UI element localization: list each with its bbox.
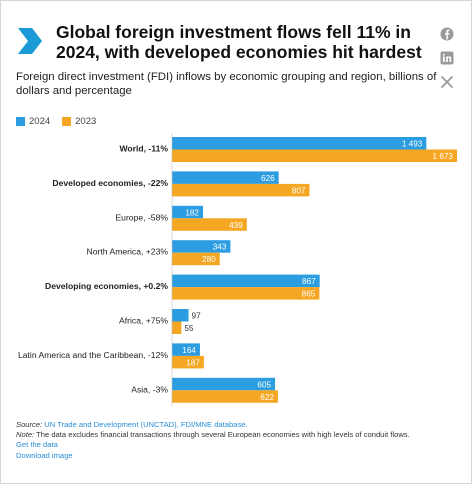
facebook-icon[interactable] (440, 27, 454, 41)
legend-label-2024: 2024 (29, 116, 51, 127)
note-label: Note: (16, 430, 35, 440)
source-link[interactable]: UN Trade and Development (UNCTAD), FDI/M… (44, 420, 248, 429)
source-line: Source: UN Trade and Development (UNCTAD… (16, 420, 461, 430)
category-label-africa-75: Africa, +75% (119, 316, 168, 326)
note-text: The data excludes financial transactions… (36, 430, 410, 440)
chart-title: Global foreign investment flows fell 11%… (56, 22, 422, 62)
value-label-2024-north-america-23: 343 (213, 243, 227, 252)
share-icons (440, 27, 456, 99)
value-label-2023-developed-economies-22: 807 (292, 186, 306, 195)
category-label-asia-3: Asia, -3% (131, 384, 168, 394)
legend-item-2024: 2024 (16, 116, 50, 127)
legend: 2024 2023 (16, 116, 108, 127)
value-label-2024-asia-3: 605 (257, 380, 271, 389)
bar-2024-europe-58[interactable] (172, 205, 204, 219)
bar-2024-world-11[interactable] (172, 137, 427, 150)
bar-2023-europe-58[interactable] (172, 218, 247, 231)
bar-2024-north-america-23[interactable] (172, 240, 231, 253)
value-label-2023-africa-75: 55 (184, 324, 194, 333)
value-label-2024-developed-economies-22: 626 (261, 174, 275, 183)
source-label: Source: (16, 420, 43, 429)
bar-2023-asia-3[interactable] (172, 390, 278, 403)
get-data-link[interactable]: Get the data (16, 440, 58, 450)
bar-2024-developed-economies-22[interactable] (172, 171, 279, 184)
value-label-2023-asia-3: 622 (260, 393, 274, 402)
value-label-2024-latin-america-and-the-caribbean-12: 164 (182, 346, 196, 355)
bar-2023-latin-america-and-the-caribbean-12[interactable] (172, 355, 204, 369)
bar-2023-world-11[interactable] (172, 149, 457, 163)
category-label-world-11: World, -11% (119, 144, 168, 154)
value-label-2023-latin-america-and-the-caribbean-12: 187 (186, 358, 200, 367)
bar-2023-north-america-23[interactable] (172, 252, 220, 266)
value-label-2024-africa-75: 97 (192, 312, 202, 321)
value-label-2024-world-11: 1 493 (402, 140, 423, 149)
legend-label-2023: 2023 (75, 116, 97, 127)
bar-2024-latin-america-and-the-caribbean-12[interactable] (172, 343, 200, 356)
bar-chart: World, -11% 1 493 1 673 Developed economies… (18, 133, 457, 407)
category-label-north-america-23: North America, +23% (87, 247, 169, 257)
chart-subtitle: Foreign direct investment (FDI) inflows … (16, 71, 437, 97)
value-label-2023-europe-58: 439 (229, 221, 243, 230)
value-label-2023-north-america-23: 280 (202, 255, 216, 264)
legend-swatch-2024 (16, 117, 25, 126)
linkedin-icon[interactable] (440, 51, 454, 65)
note-line: Note: The data excludes financial transa… (16, 430, 461, 440)
download-image-link[interactable]: Download image (16, 450, 73, 460)
bar-2024-developing-economies-0-2[interactable] (172, 274, 320, 288)
category-label-europe-58: Europe, -58% (115, 212, 168, 222)
bar-2024-africa-75[interactable] (172, 309, 189, 322)
bar-2024-asia-3[interactable] (172, 377, 276, 391)
value-label-2024-europe-58: 182 (185, 208, 199, 217)
bar-2023-africa-75[interactable] (172, 321, 182, 335)
legend-item-2023: 2023 (62, 116, 96, 127)
value-label-2023-developing-economies-0-2: 865 (302, 290, 316, 299)
value-label-2024-developing-economies-0-2: 867 (302, 277, 316, 286)
legend-swatch-2023 (62, 117, 72, 126)
value-label-2023-world-11: 1 673 (433, 152, 454, 161)
brand-chevron-icon (18, 28, 42, 54)
category-label-developing-economies-0-2: Developing economies, +0.2% (45, 281, 168, 291)
category-label-latin-america-and-the-caribbean-12: Latin America and the Caribbean, -12% (18, 350, 168, 360)
x-icon[interactable] (440, 75, 454, 89)
footer: Source: UN Trade and Development (UNCTAD… (16, 420, 461, 461)
bar-2023-developed-economies-22[interactable] (172, 183, 310, 197)
category-label-developed-economies-22: Developed economies, -22% (52, 178, 168, 188)
bar-2023-developing-economies-0-2[interactable] (172, 287, 320, 300)
